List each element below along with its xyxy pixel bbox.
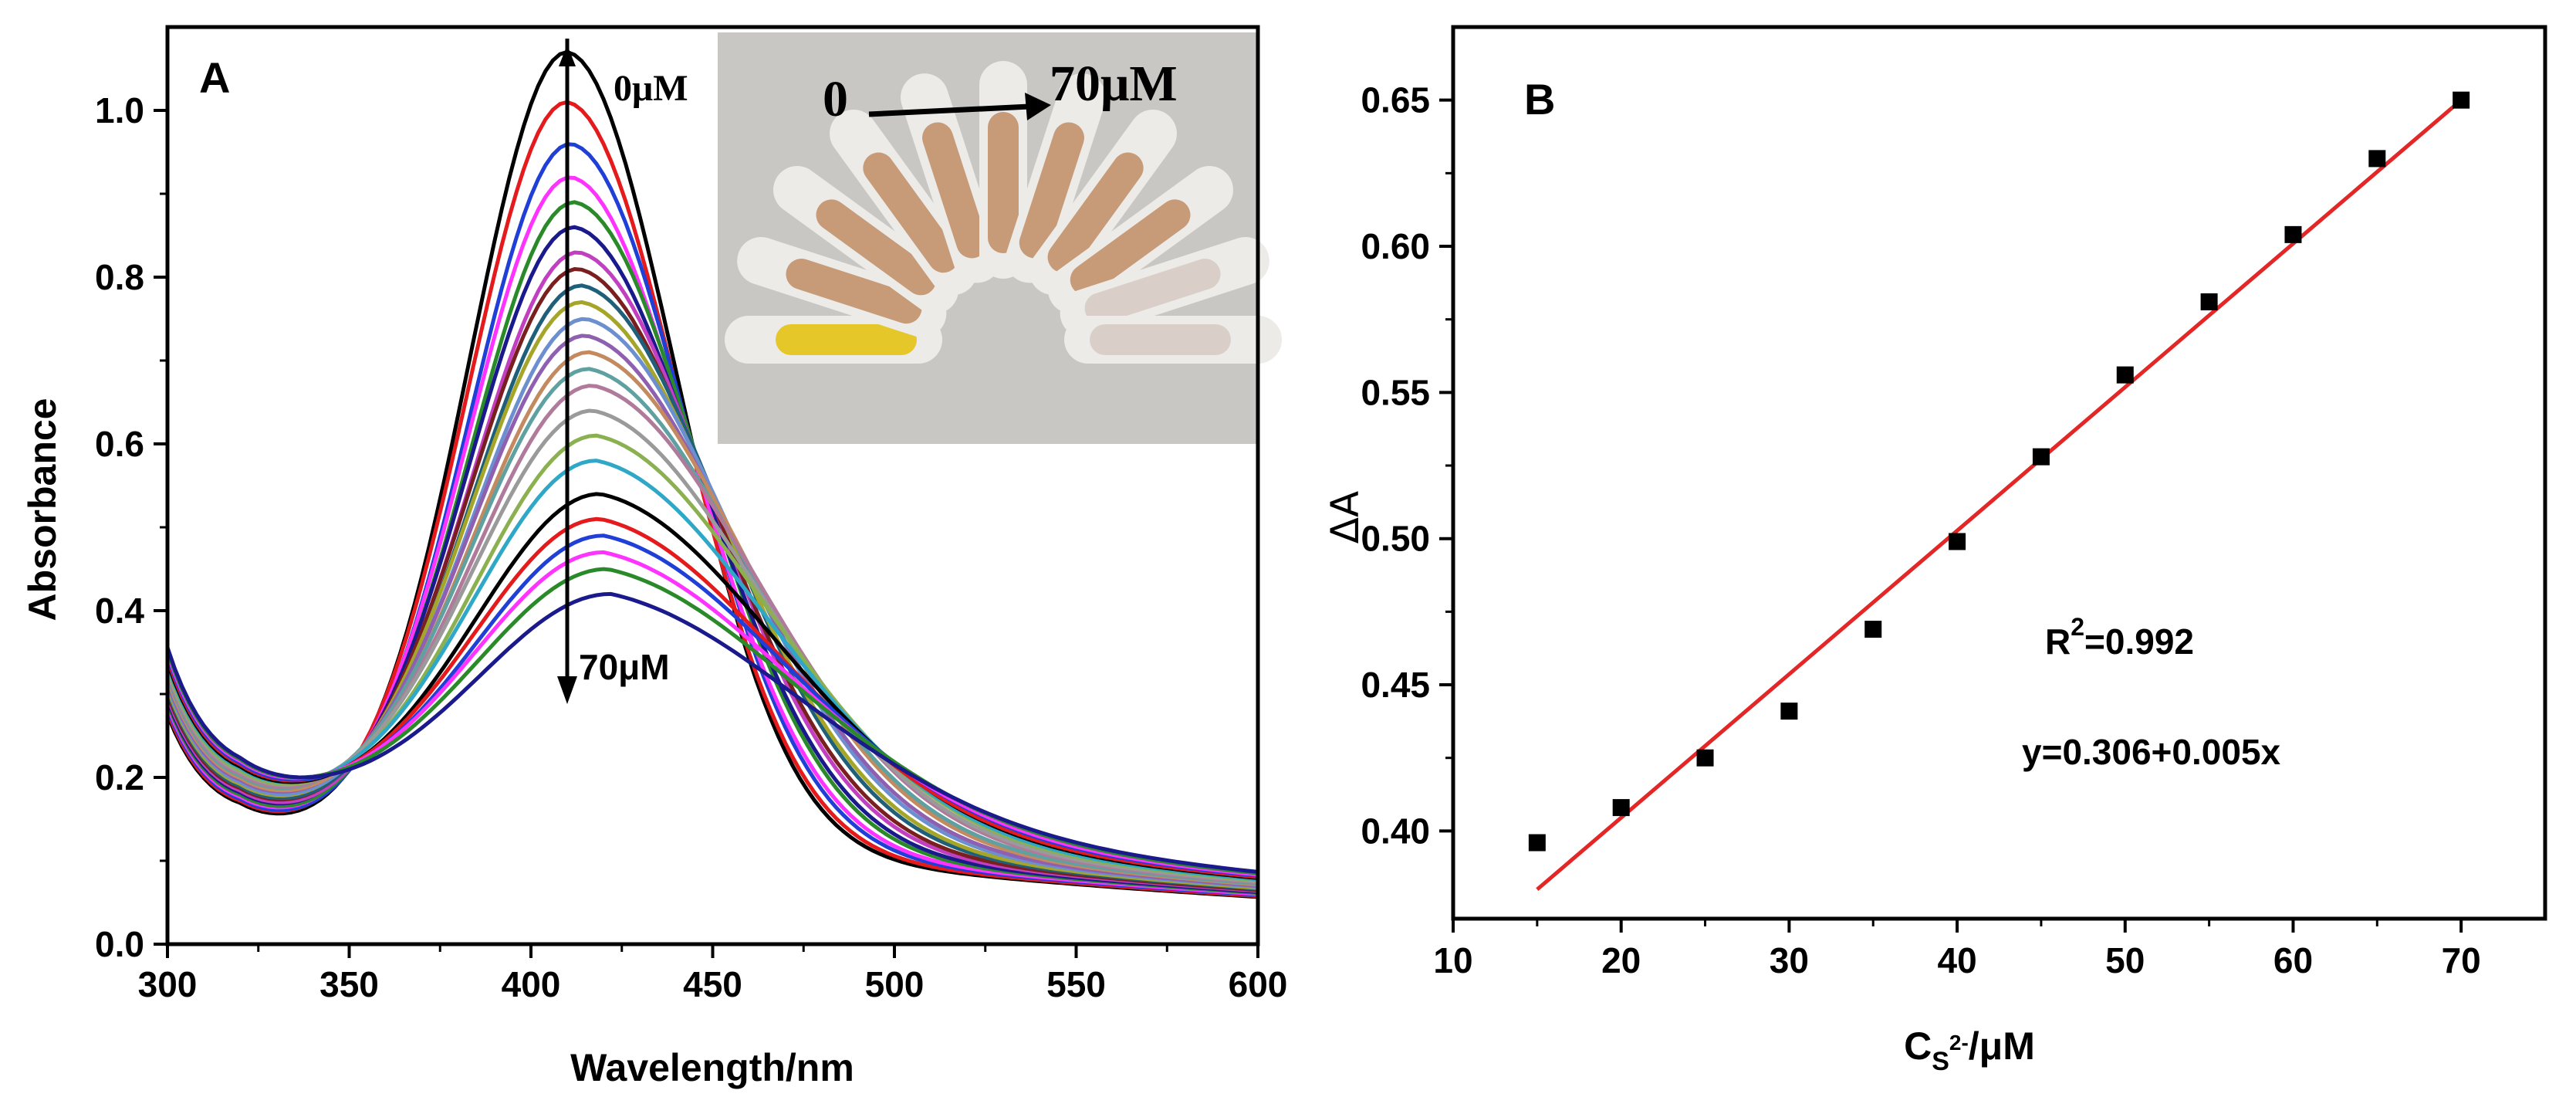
y-axis-title-b: ΔA [1323, 491, 1367, 543]
spectrum-curve [165, 459, 1259, 882]
tube-liquid [1047, 152, 1144, 273]
fit-line [1536, 98, 2463, 892]
y-tick-label-a: 1.0 [95, 90, 144, 130]
tube-fan [725, 61, 1282, 364]
arrow-bottom-head [557, 676, 577, 704]
tube-liquid [1019, 122, 1084, 259]
inset-arrow-shaft [868, 103, 1030, 117]
y-tick-label-b: 0.40 [1361, 811, 1430, 851]
panel-a: 0 70μM 300 350 400 450 500 550 600 0.0 0.2 0.4 0.6… [21, 25, 1287, 1089]
y-tick-label-b: 0.55 [1361, 372, 1430, 412]
spectrum-curve [165, 367, 1259, 886]
x-title-sub: S [1932, 1047, 1949, 1076]
x-tick-label-a: 450 [683, 964, 742, 1004]
x-tick-label-a: 550 [1046, 964, 1106, 1004]
panel-b: 10 20 30 40 50 60 70 0.40 0.45 0.50 0.55 0.60 0.65 B… [1323, 25, 2547, 1076]
annotation-70uM: 70μM [579, 647, 670, 687]
x-tick-label-b: 10 [1433, 940, 1472, 980]
data-point [2032, 448, 2050, 466]
inset-arrow-head [1025, 93, 1051, 120]
data-point [2200, 293, 2218, 310]
tube-liquid [1084, 259, 1221, 324]
data-point [2116, 366, 2134, 384]
x-tick-label-b: 50 [2105, 940, 2145, 980]
tube-liquid [1070, 199, 1191, 296]
y-tick-label-b: 0.60 [1361, 226, 1430, 266]
annotation-0uM: 0μM [614, 68, 688, 109]
y-tick-label-b: 0.50 [1361, 519, 1430, 559]
data-point [2368, 150, 2386, 168]
data-point [1864, 621, 1882, 638]
regression-line [1536, 98, 2463, 892]
tube-liquid [816, 199, 937, 296]
plot-frame-b [1451, 25, 2547, 921]
x-tick-label-b: 30 [1770, 940, 1809, 980]
y-axis-title-a: Absorbance [21, 398, 64, 621]
inset-photo: 0 70μM [718, 32, 1282, 444]
spectrum-curve [165, 567, 1259, 875]
x-title-tail: /μM [1969, 1024, 2035, 1068]
r2-sup: 2 [2071, 613, 2084, 641]
spectrum-curve [165, 550, 1259, 877]
y-tick-label-a: 0.2 [95, 757, 144, 797]
x-tick-label-b: 40 [1937, 940, 1976, 980]
arrow-top-head [559, 45, 576, 66]
data-point [1780, 703, 1798, 720]
y-tick-label-b: 0.65 [1361, 80, 1430, 120]
axes-a: 300 350 400 450 500 550 600 0.0 0.2 0.4 0.6 0.8 1.0 [95, 90, 1287, 1004]
x-tick-label-b: 70 [2442, 940, 2481, 980]
r2-r: R [2045, 621, 2071, 662]
y-tick-label-a: 0.6 [95, 424, 144, 464]
fit-equation: y=0.306+0.005x [2022, 732, 2281, 772]
panel-label-a: A [199, 53, 230, 102]
data-point [1612, 799, 1630, 817]
spectrum-curve [165, 384, 1259, 885]
inset-start-label: 0 [823, 71, 848, 127]
inset-end-label: 70μM [1050, 56, 1178, 112]
concentration-arrow [557, 39, 577, 704]
x-title-main: C [1904, 1024, 1932, 1068]
axes-b: 10 20 30 40 50 60 70 0.40 0.45 0.50 0.55 0.60 0.65 [1361, 80, 2480, 980]
panel-label-b: B [1524, 75, 1555, 124]
data-point [1949, 533, 1966, 550]
r2-value: =0.992 [2084, 621, 2194, 662]
x-axis-title-a: Wavelength/nm [570, 1046, 854, 1089]
y-tick-label-b: 0.45 [1361, 665, 1430, 705]
spectra-curves [165, 49, 1259, 899]
x-tick-label-a: 350 [319, 964, 379, 1004]
y-tick-label-a: 0.0 [95, 924, 144, 964]
r-squared-label: R2=0.992 [2045, 613, 2194, 662]
tube-liquid [863, 152, 959, 273]
y-tick-label-a: 0.4 [95, 591, 144, 631]
x-tick-label-a: 500 [865, 964, 925, 1004]
data-point [2453, 91, 2470, 109]
spectrum-curve [165, 591, 1259, 874]
x-tick-label-a: 300 [138, 964, 198, 1004]
x-tick-label-b: 20 [1601, 940, 1641, 980]
x-tick-label-a: 400 [502, 964, 561, 1004]
tube-liquid [786, 259, 922, 324]
data-point [1528, 834, 1546, 852]
tube-liquid [922, 122, 988, 259]
x-title-sup: 2- [1949, 1031, 1969, 1055]
spectrum-curve [165, 516, 1259, 879]
x-axis-title-b: CS2-/μM [1904, 1024, 2035, 1076]
x-tick-label-a: 600 [1229, 964, 1288, 1004]
spectrum-curve [165, 408, 1259, 884]
data-points [1528, 91, 2470, 852]
data-point [2284, 225, 2302, 243]
y-tick-label-a: 0.8 [95, 257, 144, 297]
data-point [1696, 749, 1714, 767]
x-tick-label-b: 60 [2273, 940, 2313, 980]
